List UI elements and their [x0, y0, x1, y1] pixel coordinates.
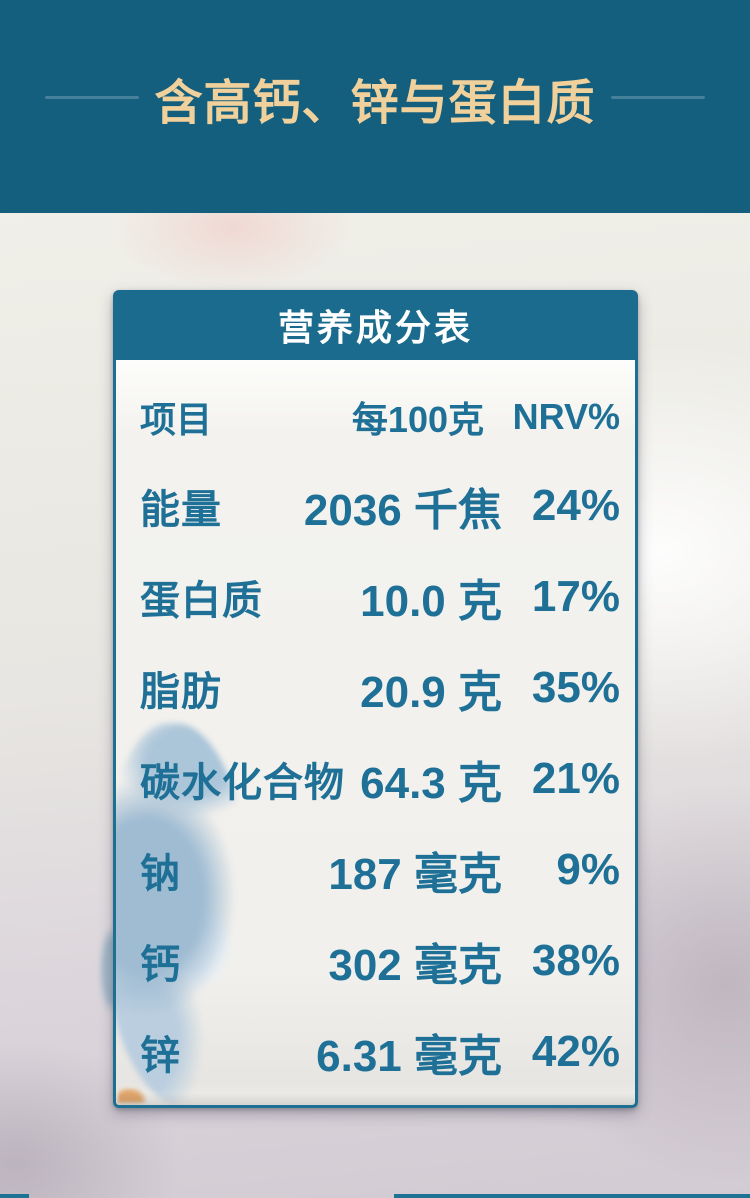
row-label: 蛋白质 — [140, 578, 263, 623]
row-label: 脂肪 — [140, 669, 222, 714]
header-banner: 含高钙、锌与蛋白质 — [0, 0, 750, 213]
title-divider-right — [610, 96, 705, 99]
nutrition-table: 能量 2036 千焦 24% 蛋白质 10.0 克 17% 脂肪 20.9 克 … — [140, 460, 620, 1097]
row-label: 锌 — [140, 1033, 181, 1078]
row-amount: 187 毫克 — [328, 849, 502, 899]
row-label: 碳水化合物 — [140, 760, 345, 805]
row-nrv: 21% — [531, 753, 620, 803]
row-amount: 64.3 克 — [360, 758, 502, 808]
row-label: 能量 — [140, 487, 222, 532]
table-row: 脂肪 20.9 克 35% — [140, 642, 620, 733]
row-amount: 2036 千焦 — [303, 485, 502, 535]
row-amount: 302 毫克 — [328, 940, 502, 990]
column-header-nrv: NRV% — [512, 396, 620, 437]
row-label: 钙 — [140, 942, 181, 987]
table-row: 锌 6.31 毫克 42% — [140, 1006, 620, 1097]
next-section-edge-right — [394, 1194, 750, 1198]
background-blue-object — [95, 915, 115, 1025]
column-header-item: 项目 — [140, 399, 213, 440]
table-row: 蛋白质 10.0 克 17% — [140, 551, 620, 642]
next-section-edge-left — [0, 1194, 29, 1198]
table-header-row: 项目 每100克 NRV% — [140, 388, 620, 446]
row-label: 钠 — [140, 851, 181, 896]
row-amount: 6.31 毫克 — [316, 1031, 502, 1081]
row-nrv: 35% — [531, 662, 620, 712]
row-nrv: 17% — [531, 571, 620, 621]
table-row: 钠 187 毫克 9% — [140, 824, 620, 915]
row-nrv: 9% — [556, 844, 620, 894]
row-amount: 10.0 克 — [360, 576, 502, 626]
table-row: 钙 302 毫克 38% — [140, 915, 620, 1006]
nutrition-card: 营养成分表 项目 每100克 NRV% 能量 2036 千焦 24% 蛋白质 1… — [113, 290, 638, 1108]
nutrition-card-header: 营养成分表 — [113, 290, 638, 360]
title-divider-left — [45, 96, 140, 99]
nutrition-card-body: 项目 每100克 NRV% 能量 2036 千焦 24% 蛋白质 10.0 克 … — [113, 360, 638, 1108]
column-header-amount: 每100克 — [351, 399, 484, 440]
table-row: 碳水化合物 64.3 克 21% — [140, 733, 620, 824]
table-row: 能量 2036 千焦 24% — [140, 460, 620, 551]
nutrition-card-title: 营养成分表 — [277, 307, 473, 348]
row-nrv: 38% — [531, 935, 620, 985]
row-nrv: 42% — [531, 1026, 620, 1076]
row-amount: 20.9 克 — [360, 667, 502, 717]
banner-title: 含高钙、锌与蛋白质 — [154, 76, 596, 130]
row-nrv: 24% — [531, 480, 620, 530]
